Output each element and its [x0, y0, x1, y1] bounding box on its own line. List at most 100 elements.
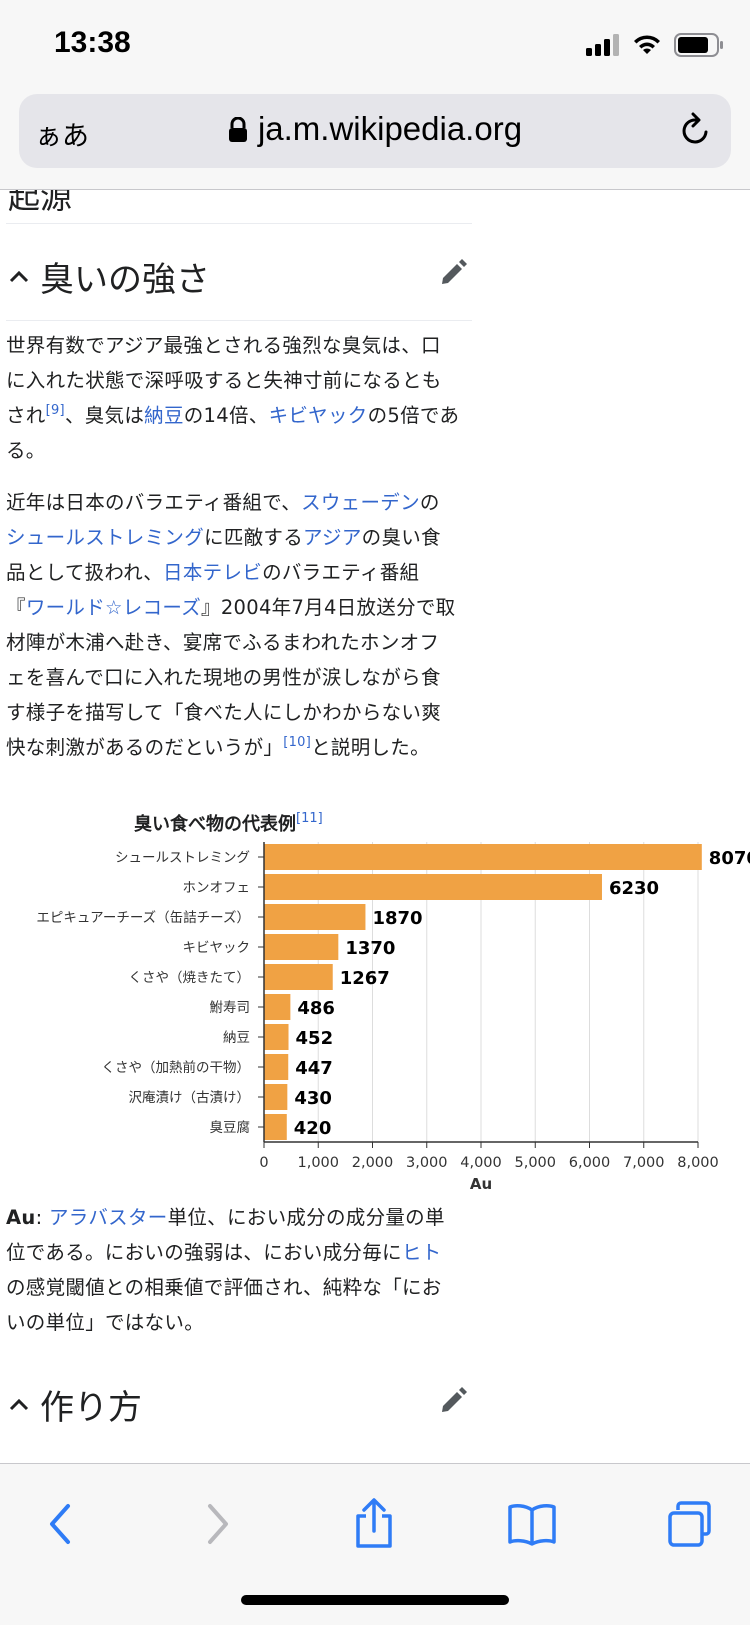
text: 単位、におい成分の成分量の単 — [167, 1206, 445, 1229]
link-natto[interactable]: 納豆 — [144, 404, 184, 427]
link-world-records[interactable]: ワールド☆レコーズ — [25, 596, 202, 619]
address-area: ぁあ ja.m.wikipedia.org — [0, 92, 750, 190]
edit-pencil-icon[interactable] — [438, 258, 468, 288]
battery-icon — [674, 33, 723, 57]
x-tick-label: 6,000 — [569, 1155, 611, 1171]
bar — [264, 1024, 289, 1050]
url-display[interactable]: ja.m.wikipedia.org — [19, 110, 731, 148]
bar — [264, 964, 333, 990]
reference-link[interactable]: [10] — [283, 735, 312, 750]
text-line: 材陣が木浦へ赴き、宴席でふるまわれたホンオフ — [6, 631, 440, 654]
text-line: シュールストレミングに匹敵するアジアの臭い食 — [6, 520, 472, 555]
bar — [264, 934, 339, 960]
section-header-how-to-make[interactable]: 作り方 — [6, 1376, 472, 1440]
share-icon — [356, 1498, 392, 1548]
status-icons — [586, 30, 724, 60]
x-tick-label: 7,000 — [623, 1155, 665, 1171]
category-label: くさや（焼きたて） — [129, 970, 251, 986]
bar — [264, 844, 702, 870]
category-label: エピキュアーチーズ（缶詰チーズ） — [36, 910, 250, 926]
back-icon — [50, 1504, 70, 1544]
chevron-up-icon[interactable] — [8, 1396, 30, 1412]
data-label: 1370 — [345, 938, 395, 959]
text: 快な刺激があるのだというが」 — [6, 736, 284, 759]
text: に匹敵する — [204, 526, 304, 549]
text-line: の感覚閾値との相乗値で評価され、純粋な「にお — [6, 1276, 442, 1299]
reader-options-button[interactable]: ぁあ — [35, 121, 89, 152]
bar — [264, 904, 366, 930]
text: 』2004年7月4日放送分で取 — [201, 596, 456, 619]
category-label: 沢庵漬け（古漬け） — [129, 1089, 251, 1106]
text: され — [6, 404, 46, 427]
reload-icon — [682, 112, 708, 144]
bar — [264, 1054, 289, 1080]
link-human[interactable]: ヒト — [401, 1241, 442, 1264]
text-line: 快な刺激があるのだというが」[10]と説明した。 — [6, 730, 472, 765]
category-label: 納豆 — [223, 1030, 250, 1046]
category-label: 臭豆腐 — [210, 1120, 251, 1136]
text: 位である。においの強弱は、におい成分毎に — [6, 1241, 402, 1264]
data-label: 1267 — [340, 968, 390, 989]
text: 、臭気は — [64, 404, 145, 427]
text: の臭い食 — [361, 526, 441, 549]
reference-link[interactable]: [11] — [296, 811, 323, 826]
category-label: くさや（加熱前の干物） — [102, 1059, 251, 1076]
chevron-up-icon[interactable] — [8, 268, 30, 284]
share-button[interactable] — [344, 1494, 404, 1554]
category-label: シュールストレミング — [115, 850, 250, 866]
data-label: 6230 — [609, 878, 659, 899]
text-line: 近年は日本のバラエティ番組で、スウェーデンの — [6, 485, 472, 520]
text: の — [419, 491, 440, 514]
text-line: 『ワールド☆レコーズ』2004年7月4日放送分で取 — [6, 590, 472, 625]
data-label: 420 — [294, 1118, 332, 1139]
text: 品として扱われ、 — [6, 561, 164, 584]
text-line: され[9]、臭気は納豆の14倍、キビヤックの5倍であ — [6, 398, 472, 433]
x-tick-label: 1,000 — [297, 1155, 339, 1171]
section-header-smell[interactable]: 臭いの強さ — [6, 248, 472, 312]
text: の14倍、 — [183, 404, 269, 427]
category-label: 鮒寿司 — [210, 999, 251, 1016]
data-label: 452 — [296, 1028, 334, 1049]
text: 『 — [6, 596, 26, 619]
back-button[interactable] — [30, 1494, 90, 1554]
home-indicator — [241, 1595, 509, 1605]
link-asia[interactable]: アジア — [303, 526, 362, 549]
section-title: 作り方 — [40, 1388, 142, 1428]
paragraph-smell-strength: 世界有数でアジア最強とされる強烈な臭気は、口 に入れた状態で深呼吸すると失神寸前… — [6, 328, 472, 468]
signal-icon — [586, 34, 619, 56]
bar — [264, 994, 291, 1020]
paragraph-au-unit: Au: アラバスター単位、におい成分の成分量の単 位である。においの強弱は、にお… — [6, 1200, 472, 1340]
link-alabaster[interactable]: アラバスター — [48, 1206, 168, 1229]
text: のバラエティ番組 — [262, 561, 420, 584]
text-line: 品として扱われ、日本テレビのバラエティ番組 — [6, 555, 472, 590]
text: : — [35, 1206, 49, 1229]
text-line: ェを喜んで口に入れた現地の男性が涙しながら食 — [6, 666, 441, 689]
category-label: ホンオフェ — [183, 880, 251, 896]
wifi-icon — [634, 35, 660, 54]
bookmarks-button[interactable] — [502, 1494, 562, 1554]
data-label: 486 — [297, 998, 335, 1019]
x-tick-label: 5,000 — [514, 1155, 556, 1171]
x-axis-label: Au — [470, 1175, 492, 1190]
link-kiviak[interactable]: キビヤック — [268, 404, 368, 427]
link-nippon-tv[interactable]: 日本テレビ — [163, 561, 263, 584]
bar — [264, 1084, 288, 1110]
link-sweden[interactable]: スウェーデン — [301, 491, 420, 514]
reload-button[interactable] — [679, 112, 713, 152]
bar-chart: 8070 シュールストレミング 6230 ホンオフェ 1870 エピキュアーチーズ（缶詰チ… — [36, 842, 750, 1190]
link-surstromming[interactable]: シュールストレミング — [6, 526, 205, 549]
reference-link[interactable]: [9] — [45, 403, 65, 418]
text-line: いの単位」ではない。 — [6, 1311, 205, 1334]
x-tick-label: 0 — [259, 1155, 268, 1171]
forward-button[interactable] — [188, 1494, 248, 1554]
text: と説明した。 — [311, 736, 430, 759]
x-tick-label: 4,000 — [460, 1155, 502, 1171]
text-line: に入れた状態で深呼吸すると失神寸前になるとも — [6, 369, 442, 392]
data-label: 1870 — [372, 908, 422, 929]
edit-pencil-icon[interactable] — [438, 1386, 468, 1416]
address-bar[interactable]: ぁあ ja.m.wikipedia.org — [19, 94, 731, 168]
paragraph-variety-show: 近年は日本のバラエティ番組で、スウェーデンの シュールストレミングに匹敵するアジ… — [6, 485, 472, 765]
x-tick-label: 8,000 — [677, 1155, 719, 1171]
tabs-button[interactable] — [660, 1494, 720, 1554]
url-text: ja.m.wikipedia.org — [257, 110, 523, 147]
